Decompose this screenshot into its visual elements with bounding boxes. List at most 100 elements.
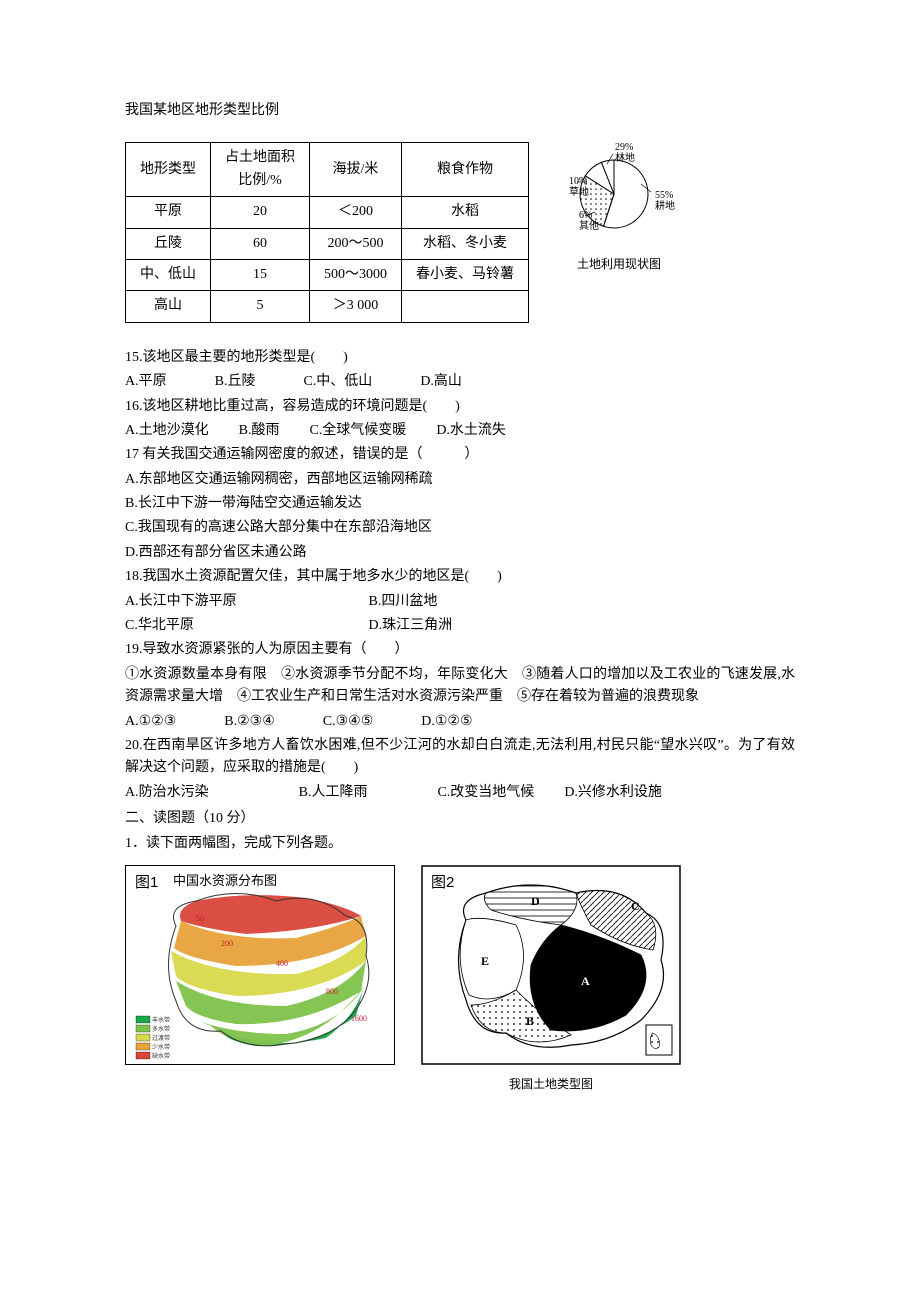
svg-text:1600: 1600 [351,1014,367,1023]
svg-text:草地: 草地 [569,185,589,198]
svg-text:800: 800 [326,987,338,996]
table-row: 丘陵 60 200～500 水稻、冬小麦 [126,228,529,259]
cell: 5 [211,291,310,322]
cell: 500～3000 [310,259,402,290]
svg-text:A: A [581,974,590,988]
cell: ＞3 000 [310,291,402,322]
svg-text:多水带: 多水带 [152,1025,170,1033]
q19-body: ①水资源数量本身有限 ②水资源季节分配不均，年际变化大 ③随着人口的增加以及工农… [125,664,795,709]
opt: D.①②⑤ [421,711,472,733]
opt: A.土地沙漠化 [125,420,209,442]
table-and-pie-row: 地形类型 占土地面积 比例/% 海拔/米 粮食作物 平原 20 ＜200 水稻 … [125,142,795,322]
svg-text:C: C [631,899,640,913]
cell: 平原 [126,197,211,228]
opt: C.华北平原 [125,615,365,637]
cell [402,291,529,322]
svg-text:55%: 55% [655,190,673,201]
question-20: 20.在西南旱区许多地方人畜饮水困难,但不少江河的水却白白流走,无法利用,村民只… [125,735,795,780]
opt: A.防治水污染 [125,782,209,804]
question-20-options: A.防治水污染 B.人工降雨 C.改变当地气候 D.兴修水利设施 [125,782,795,804]
svg-text:200: 200 [221,939,233,948]
figure-1: 图1 中国水资源分布图 50 200 400 800 1600 丰水带多水带过渡带少水带缺… [125,865,395,1073]
svg-text:29%: 29% [615,142,633,153]
question-15: 15.该地区最主要的地形类型是( ) [125,347,795,369]
question-17: 17 有关我国交通运输网密度的叙述，错误的是（ ） [125,444,795,466]
q18-row2: C.华北平原 D.珠江三角洲 [125,615,795,637]
table-row: 中、低山 15 500～3000 春小麦、马铃薯 [126,259,529,290]
cell: 春小麦、马铃薯 [402,259,529,290]
opt: B.人工降雨 [299,782,368,804]
fig2-caption: 我国土地类型图 [421,1075,681,1094]
cell: 60 [211,228,310,259]
svg-text:少水带: 少水带 [152,1043,170,1051]
question-19-options: A.①②③ B.②③④ C.③④⑤ D.①②⑤ [125,711,795,733]
opt: A.①②③ [125,711,176,733]
opt: B.四川盆地 [369,594,438,609]
fig2-label: 图2 [429,871,456,895]
cell: 水稻 [402,197,529,228]
opt: C.全球气候变暖 [309,420,406,442]
svg-text:E: E [481,954,489,968]
figure-row: 图1 中国水资源分布图 50 200 400 800 1600 丰水带多水带过渡带少水带缺… [125,865,795,1095]
th-crop: 粮食作物 [402,143,529,197]
cell: 200～500 [310,228,402,259]
cell: 20 [211,197,310,228]
svg-text:林地: 林地 [615,151,635,164]
table-row: 高山 5 ＞3 000 [126,291,529,322]
svg-text:400: 400 [276,959,288,968]
q18-row1: A.长江中下游平原 B.四川盆地 [125,591,795,613]
opt: A.长江中下游平原 [125,591,365,613]
cell: 中、低山 [126,259,211,290]
opt: D.珠江三角洲 [369,618,453,633]
svg-text:过渡带: 过渡带 [152,1034,170,1042]
question-18: 18.我国水土资源配置欠佳，其中属于地多水少的地区是( ) [125,566,795,588]
opt: C.③④⑤ [323,711,374,733]
fig1-title: 中国水资源分布图 [173,871,277,892]
svg-text:D: D [531,894,540,908]
svg-text:50: 50 [196,914,204,923]
opt: A.平原 [125,371,167,393]
q17-b: B.长江中下游一带海陆空交通运输发达 [125,493,795,515]
question-16-options: A.土地沙漠化 B.酸雨 C.全球气候变暖 D.水土流失 [125,420,795,442]
opt: D.水土流失 [436,420,506,442]
question-19: 19.导致水资源紧张的人为原因主要有（ ） [125,639,795,661]
opt: B.酸雨 [239,420,280,442]
opt: D.高山 [420,371,462,393]
q17-d: D.西部还有部分省区未通公路 [125,542,795,564]
section-heading: 我国某地区地形类型比例 [125,100,795,122]
cell: 高山 [126,291,211,322]
cell: 丘陵 [126,228,211,259]
svg-text:10%: 10% [569,176,587,187]
pie-caption: 土地利用现状图 [559,255,679,274]
question-15-options: A.平原 B.丘陵 C.中、低山 D.高山 [125,371,795,393]
pie-chart-svg: 55%耕地29%林地10%草地6%其他 [559,142,679,242]
terrain-table: 地形类型 占土地面积 比例/% 海拔/米 粮食作物 平原 20 ＜200 水稻 … [125,142,529,322]
opt: C.中、低山 [303,371,372,393]
svg-text:丰水带: 丰水带 [152,1016,170,1024]
q17-a: A.东部地区交通运输网稠密，西部地区运输网稀疏 [125,469,795,491]
opt: B.丘陵 [215,371,256,393]
svg-text:缺水带: 缺水带 [152,1052,170,1060]
fig1-label: 图1 [133,871,160,895]
q17-c: C.我国现有的高速公路大部分集中在东部沿海地区 [125,517,795,539]
figure-2: 图2 A B C D E 我国土地类型图 [421,865,681,1095]
svg-text:耕地: 耕地 [655,199,675,212]
question-16: 16.该地区耕地比重过高，容易造成的环境问题是( ) [125,396,795,418]
table-row: 平原 20 ＜200 水稻 [126,197,529,228]
opt: C.改变当地气候 [437,782,534,804]
svg-text:B: B [526,1014,534,1028]
opt: B.②③④ [224,711,275,733]
cell: 15 [211,259,310,290]
section-2-header: 二、读图题（10 分） [125,808,795,830]
th-pct-text: 占土地面积 比例/% [225,147,295,192]
cell: 水稻、冬小麦 [402,228,529,259]
th-pct: 占土地面积 比例/% [211,143,310,197]
cell: ＜200 [310,197,402,228]
th-type: 地形类型 [126,143,211,197]
fig1-map-svg: 50 200 400 800 1600 丰水带多水带过渡带少水带缺水带 [125,865,395,1065]
land-use-pie: 55%耕地29%林地10%草地6%其他 土地利用现状图 [559,142,679,274]
svg-text:其他: 其他 [579,219,599,232]
section-2-prompt: 1．读下面两幅图，完成下列各题。 [125,833,795,855]
fig2-map-svg: A B C D E [421,865,681,1065]
th-elev: 海拔/米 [310,143,402,197]
